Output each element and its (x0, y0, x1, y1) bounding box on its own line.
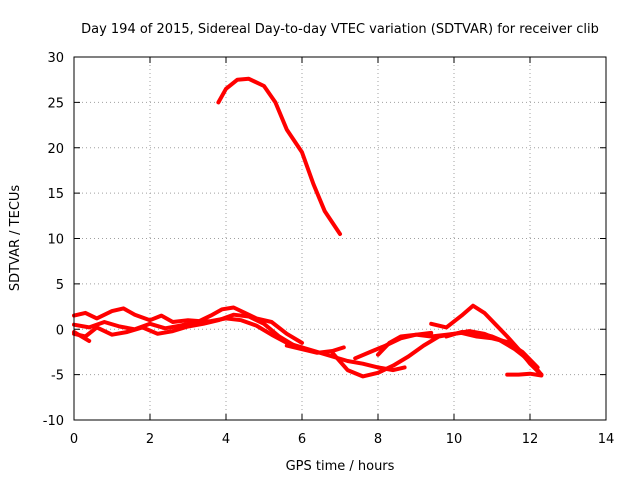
y-tick-label: 20 (47, 142, 64, 157)
x-tick-label: 12 (522, 432, 539, 447)
series-line-arc-4 (72, 312, 297, 348)
x-tick-label: 0 (70, 432, 78, 447)
series-line-arc-6 (284, 343, 346, 355)
chart-title: Day 194 of 2015, Sidereal Day-to-day VTE… (81, 22, 599, 37)
series-group (72, 76, 544, 379)
series-line-arc-9 (429, 303, 544, 377)
y-tick-label: 5 (56, 278, 64, 293)
series-line-arc-3 (72, 316, 407, 373)
x-tick-label: 6 (298, 432, 306, 447)
x-axis-label: GPS time / hours (286, 459, 395, 474)
series-line-arc-1 (216, 76, 342, 236)
x-tick-label: 4 (222, 432, 230, 447)
x-tick-label: 14 (598, 432, 615, 447)
y-tick-label: 0 (56, 323, 64, 338)
series-line-arc-10 (444, 330, 540, 373)
y-axis-label: SDTVAR / TECUs (8, 185, 23, 292)
y-tick-label: -5 (51, 369, 64, 384)
series-line-arc-12 (376, 330, 434, 357)
grid (74, 57, 606, 420)
y-tick-label: -10 (43, 414, 64, 429)
ticks: 0 2 4 6 8 10 12 14 -10 -5 0 5 10 15 20 25 30 (43, 51, 615, 447)
y-tick-label: 30 (47, 51, 64, 66)
series-line-arc-5 (72, 330, 92, 343)
y-tick-label: 10 (47, 233, 64, 248)
series-line-arc-11 (505, 371, 544, 378)
y-tick-label: 25 (47, 96, 64, 111)
x-tick-label: 8 (374, 432, 382, 447)
y-tick-label: 15 (47, 187, 64, 202)
x-tick-label: 2 (146, 432, 154, 447)
x-tick-label: 10 (446, 432, 463, 447)
